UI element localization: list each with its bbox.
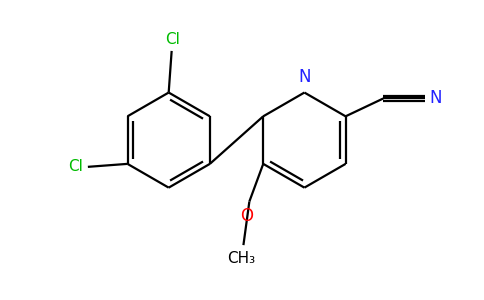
Text: O: O <box>240 208 253 226</box>
Text: N: N <box>298 68 311 85</box>
Text: CH₃: CH₃ <box>227 251 256 266</box>
Text: N: N <box>430 89 442 107</box>
Text: Cl: Cl <box>68 159 83 174</box>
Text: Cl: Cl <box>165 32 180 47</box>
